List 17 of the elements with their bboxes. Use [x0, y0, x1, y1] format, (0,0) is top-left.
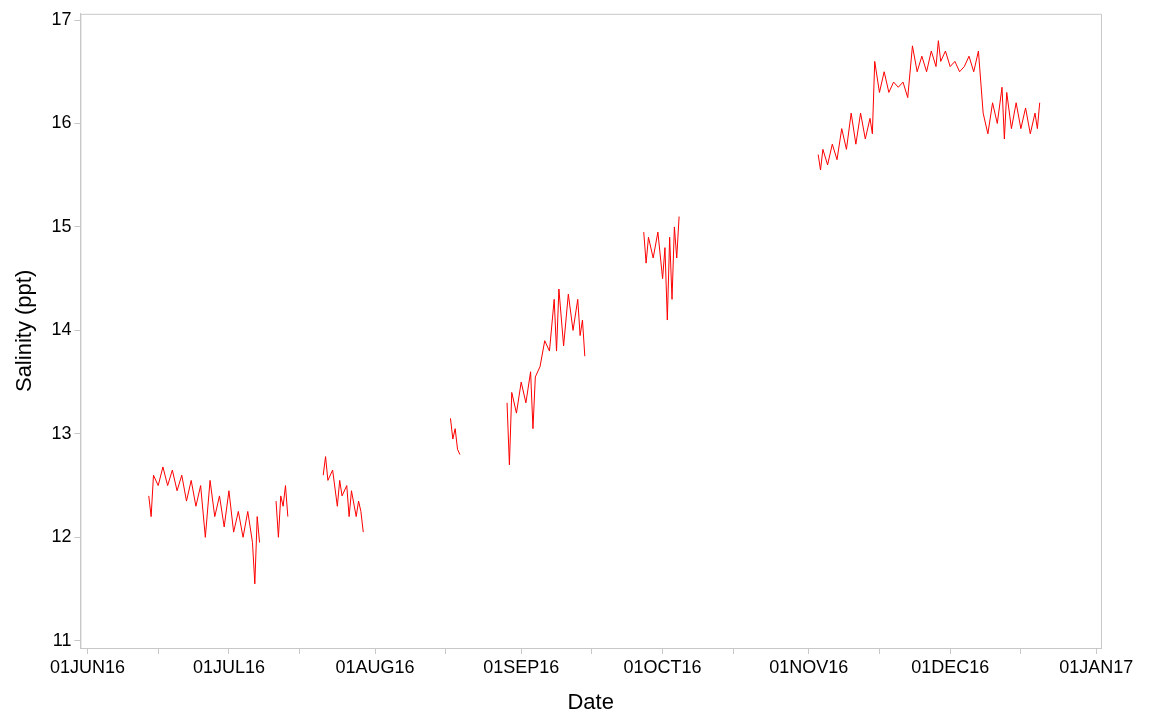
- y-tick-label: 15: [51, 215, 72, 236]
- x-tick-label: 01NOV16: [769, 656, 849, 677]
- y-tick-label: 13: [51, 422, 72, 443]
- x-tick-label: 01SEP16: [483, 656, 560, 677]
- x-tick-label: 01JUL16: [192, 656, 265, 677]
- x-tick-label: 01OCT16: [623, 656, 702, 677]
- x-tick-label: 01JUN16: [49, 656, 126, 677]
- y-tick-label: 14: [51, 319, 72, 340]
- y-axis-title: Salinity (ppt): [11, 269, 37, 393]
- y-tick-label: 11: [52, 629, 72, 650]
- y-tick-label: 17: [51, 8, 72, 29]
- x-tick-label: 01AUG16: [335, 656, 415, 677]
- x-tick-label: 01JAN17: [1059, 656, 1134, 677]
- y-tick-label: 12: [51, 526, 72, 547]
- x-axis-title: Date: [567, 688, 614, 714]
- y-tick-label: 16: [51, 112, 72, 133]
- x-tick-label: 01DEC16: [911, 656, 990, 677]
